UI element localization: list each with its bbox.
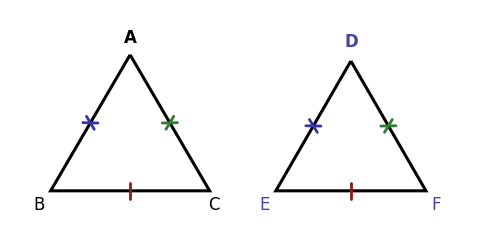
Text: F: F (431, 195, 440, 213)
Text: C: C (208, 195, 219, 213)
Text: D: D (343, 33, 357, 51)
Text: B: B (34, 195, 45, 213)
Text: A: A (123, 29, 136, 47)
Text: E: E (259, 195, 269, 213)
